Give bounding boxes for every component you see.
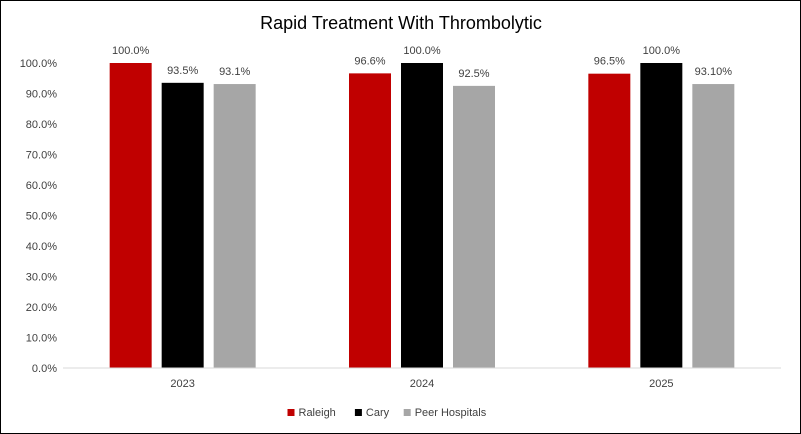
data-label: 93.5% [167,65,198,77]
y-tick-label: 40.0% [26,241,57,253]
bar [401,63,443,368]
y-tick-label: 60.0% [26,180,57,192]
legend: Raleigh Cary Peer Hospitals [287,407,487,419]
y-tick-label: 10.0% [26,333,57,345]
legend-swatch [354,409,362,416]
legend-label: Raleigh [299,407,336,419]
data-label: 96.6% [354,55,385,67]
bar [109,63,152,368]
data-labels-group: 100.0% 93.5% 93.1% 96.6% 100.0% 92.5% 96.5% 100… [112,45,732,80]
data-label: 92.5% [458,68,489,80]
y-axis-ticks: 0.0% 10.0% 20.0% 30.0% 40.0% 50.0% 60.0% 70.0% 8… [20,58,58,375]
data-label: 93.1% [219,66,250,78]
y-tick-label: 20.0% [26,302,57,314]
y-tick-label: 80.0% [26,119,57,131]
legend-swatch [287,409,295,416]
legend-swatch [403,409,411,416]
x-tick-label: 2024 [410,378,434,390]
data-label: 96.5% [594,56,625,68]
x-tick-label: 2023 [170,378,194,390]
chart-title: Rapid Treatment With Thrombolytic [260,13,542,33]
y-tick-label: 0.0% [32,363,57,375]
bar [453,85,495,368]
x-axis-ticks: 2023 2024 2025 [170,378,673,390]
y-tick-label: 50.0% [26,211,57,223]
legend-label: Peer Hospitals [415,407,487,419]
data-label: 100.0% [643,45,681,57]
bar [588,73,631,369]
y-tick-label: 100.0% [20,58,58,70]
bars-group [109,63,735,369]
bar [161,82,204,368]
y-tick-label: 30.0% [26,272,57,284]
y-tick-label: 70.0% [26,150,57,162]
data-label: 100.0% [112,45,150,57]
bar [213,84,256,369]
bar [349,73,391,369]
x-tick-label: 2025 [649,378,673,390]
bar [692,84,735,369]
data-label: 100.0% [403,45,441,57]
legend-label: Cary [366,407,390,419]
data-label: 93.10% [695,66,733,78]
y-tick-label: 90.0% [26,89,57,101]
bar [640,63,683,368]
